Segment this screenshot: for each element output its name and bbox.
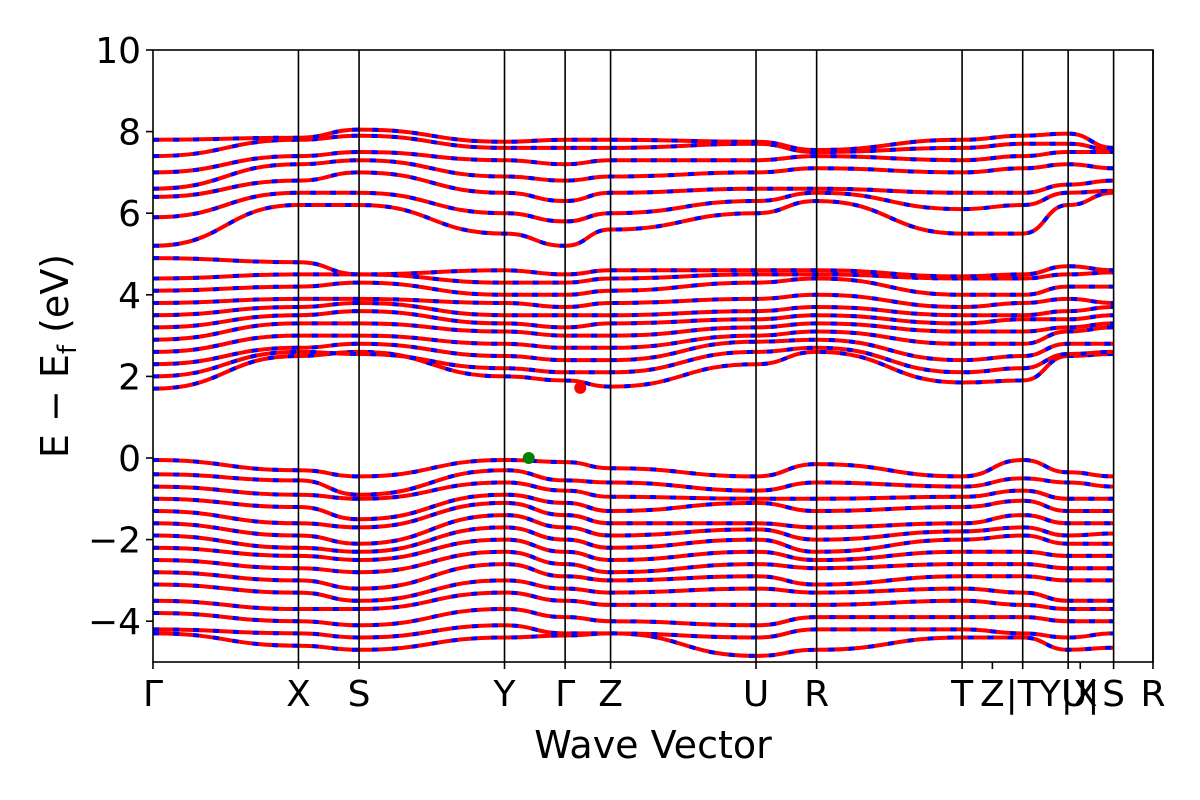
valence-band-4-spin-down <box>152 500 1114 530</box>
conduction-band-12-spin-up <box>152 188 1114 224</box>
y-axis-label-unit: (eV) <box>33 254 77 345</box>
conduction-band-4-spin-down <box>152 321 1114 342</box>
conduction-band-2-spin-down <box>152 337 1114 367</box>
conduction-band-15-spin-down <box>152 149 1114 175</box>
conduction-band-14-spin-down <box>152 158 1114 191</box>
y-tick-label-2: 0 <box>118 439 141 480</box>
conduction-band-11-spin-down <box>152 190 1114 248</box>
x-tick-label-14: R <box>1140 674 1165 715</box>
conduction-band-3-spin-down <box>152 325 1114 354</box>
x-tick-label-5: Z <box>598 674 623 715</box>
x-tick-label-6: U <box>743 674 769 715</box>
conduction-band-17-spin-down <box>152 127 1114 153</box>
valence-band-8-spin-down <box>152 549 1114 575</box>
conduction-band-16-spin-down <box>152 133 1114 159</box>
valence-band-5-spin-up <box>152 513 1114 546</box>
x-tick-label-3: Y <box>493 674 517 715</box>
cbm-marker <box>574 381 587 394</box>
valence-band-11-spin-down <box>152 590 1114 612</box>
valence-band-2-spin-down <box>152 480 1114 501</box>
y-axis-label-main: E − E <box>33 354 77 458</box>
conduction-band-13-spin-down <box>152 170 1114 204</box>
bands-layer <box>152 127 1114 658</box>
valence-band-14-spin-down <box>152 631 1114 658</box>
conduction-band-11-spin-up <box>152 190 1114 248</box>
x-ticks-layer: Γ X S Y Γ Z U R T Z |T Y|XU| S R <box>143 662 1166 715</box>
y-tick-label-4: 4 <box>118 276 141 317</box>
vbm-marker <box>522 452 535 464</box>
conduction-band-6-spin-down <box>152 300 1114 318</box>
y-tick-label-5: 6 <box>118 194 141 235</box>
y-axis-label: E − Ef (eV) <box>33 254 83 458</box>
x-tick-label-7: R <box>804 674 829 715</box>
x-tick-label-1: X <box>286 674 311 715</box>
y-axis-label-sub: f <box>53 344 83 354</box>
valence-band-12-spin-down <box>152 606 1114 628</box>
valence-band-10-spin-down <box>152 578 1114 603</box>
x-tick-label-9: Z <box>980 674 1005 715</box>
x-tick-label-13: S <box>1102 674 1125 715</box>
y-tick-label-6: 8 <box>118 113 141 154</box>
y-ticks-layer: −4 −2 0 2 4 6 8 10 <box>88 31 153 643</box>
x-tick-label-12: U| <box>1061 674 1099 715</box>
extrema-markers-layer <box>522 381 587 464</box>
conduction-band-9-spin-down <box>152 270 1114 285</box>
x-tick-label-0: Γ <box>143 674 163 715</box>
y-tick-label-3: 2 <box>118 357 141 398</box>
conduction-band-7-spin-down <box>152 292 1114 310</box>
valence-band-3-spin-down <box>152 492 1114 522</box>
valence-band-6-spin-up <box>152 525 1114 554</box>
valence-band-9-spin-down <box>152 562 1114 591</box>
conduction-band-10-spin-down <box>152 256 1114 279</box>
x-tick-label-2: S <box>348 674 371 715</box>
y-tick-label-7: 10 <box>95 31 141 72</box>
x-tick-label-8: T <box>950 674 974 715</box>
x-tick-label-4: Γ <box>555 674 575 715</box>
x-tick-label-11: Y|X <box>1038 674 1098 715</box>
valence-band-0-spin-down <box>152 457 1114 479</box>
conduction-band-8-spin-down <box>152 276 1114 297</box>
valence-band-1-spin-up <box>152 468 1114 497</box>
conduction-band-1-spin-up <box>152 345 1114 379</box>
x-tick-label-10: |T <box>1006 674 1041 715</box>
plot-frame <box>152 49 1154 663</box>
x-axis-label: Wave Vector <box>534 723 772 767</box>
y-tick-label-1: −2 <box>88 521 141 562</box>
conduction-band-5-spin-down <box>152 309 1114 330</box>
y-tick-label-0: −4 <box>88 602 141 643</box>
valence-band-7-spin-down <box>152 537 1114 563</box>
valence-band-13-spin-down <box>152 623 1114 640</box>
valence-band-1-spin-down <box>152 468 1114 497</box>
